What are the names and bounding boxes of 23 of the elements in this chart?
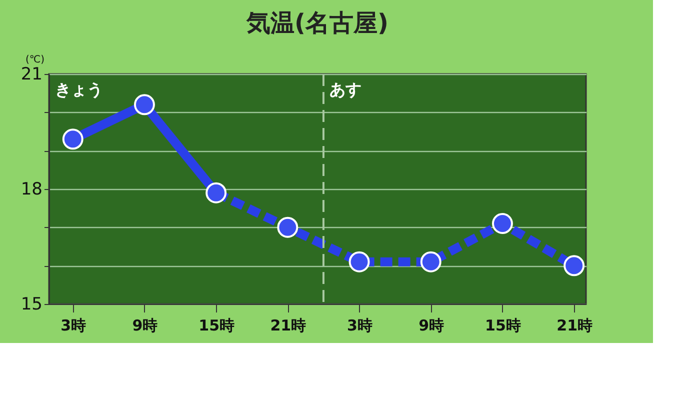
- point: [134, 94, 155, 116]
- x-tick-label: 21時: [270, 316, 306, 334]
- point: [420, 251, 442, 272]
- point: [348, 251, 370, 272]
- y-tick-label: 15: [20, 294, 42, 314]
- annotation: きょう: [55, 80, 103, 99]
- x-tick-label: 9時: [132, 316, 158, 334]
- y-tick-label: 21: [20, 64, 42, 84]
- annotation: あす: [329, 80, 362, 99]
- point: [206, 182, 227, 204]
- y-tick-label: 18: [20, 180, 42, 200]
- x-tick-label: 15時: [198, 316, 235, 334]
- point: [62, 128, 84, 150]
- point: [277, 216, 298, 238]
- point: [492, 213, 513, 234]
- point: [564, 255, 585, 276]
- x-tick-label: 3時: [347, 316, 372, 334]
- x-tick-label: 9時: [418, 316, 444, 334]
- chart-title: 気温(名古屋): [246, 9, 388, 37]
- x-tick-label: 3時: [60, 316, 86, 334]
- x-tick-label: 21時: [556, 316, 593, 334]
- y-axis-title: (℃): [26, 54, 45, 66]
- x-tick-label: 15時: [485, 316, 521, 334]
